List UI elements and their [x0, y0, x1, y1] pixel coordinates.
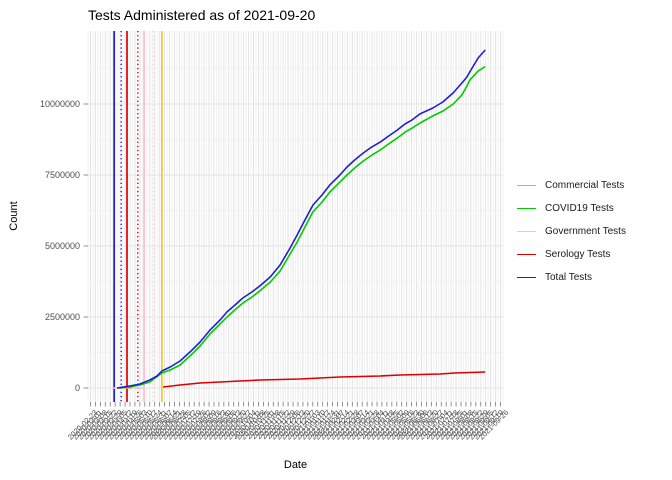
y-tick-label: 2500000 — [44, 312, 80, 322]
x-axis-tick-labels: 2020-02-23 2020-03-01 2020-03-08 2020-03-15… — [0, 403, 672, 463]
legend: Commercial Tests COVID19 Tests Government … — [517, 174, 626, 289]
legend-item: Government Tests — [517, 220, 626, 243]
legend-line-swatch — [517, 208, 536, 209]
series-line-total-tests — [116, 49, 486, 389]
legend-line-swatch — [517, 277, 536, 278]
y-axis-tick-labels: 0 2500000 5000000 7500000 10000000 — [0, 0, 80, 480]
legend-item: Commercial Tests — [517, 174, 626, 197]
chart-title: Tests Administered as of 2021-09-20 — [88, 7, 316, 23]
legend-label: Government Tests — [545, 226, 626, 237]
legend-label: Commercial Tests — [545, 180, 625, 191]
legend-item: Total Tests — [517, 266, 626, 289]
y-tick-label: 7500000 — [44, 170, 80, 180]
y-tick-label: 0 — [74, 383, 80, 393]
y-tick-label: 5000000 — [44, 241, 80, 251]
legend-line-swatch — [517, 185, 536, 186]
legend-label: Total Tests — [545, 272, 593, 283]
plot-area — [83, 31, 504, 407]
x-axis-title: Date — [283, 459, 308, 471]
legend-item: Serology Tests — [517, 243, 626, 266]
legend-line-swatch — [517, 231, 536, 232]
y-tick-label: 10000000 — [39, 99, 80, 109]
legend-item: COVID19 Tests — [517, 197, 626, 220]
legend-line-swatch — [517, 254, 536, 255]
series-line-covid19-tests — [117, 65, 486, 389]
legend-label: Serology Tests — [545, 249, 611, 260]
series-line-serology-tests — [163, 371, 486, 388]
legend-label: COVID19 Tests — [545, 203, 614, 214]
